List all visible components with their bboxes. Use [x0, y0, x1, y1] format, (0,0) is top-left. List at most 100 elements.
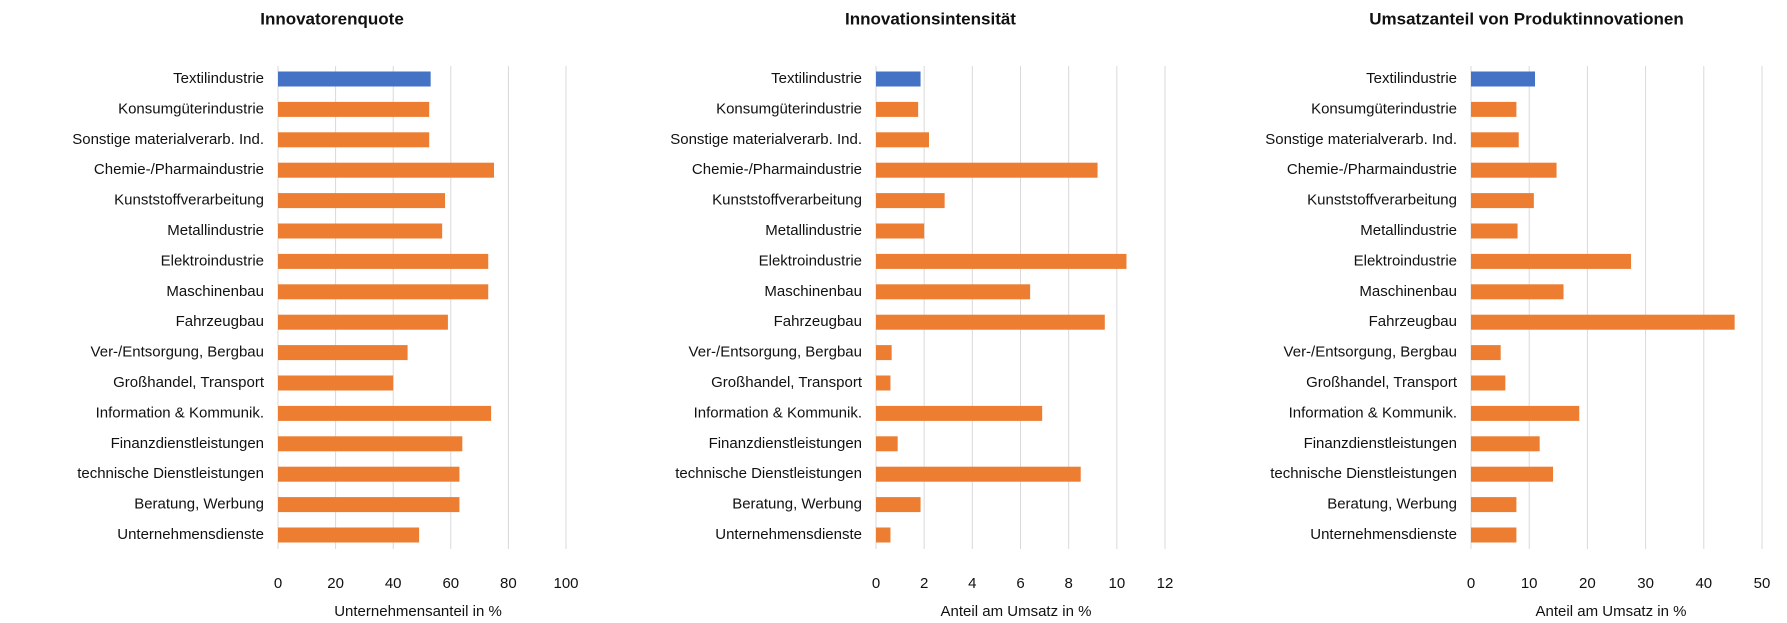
- x-tick-label: 2: [920, 575, 928, 592]
- y-tick-label: technische Dienstleistungen: [675, 465, 862, 482]
- x-tick-label: 30: [1637, 575, 1654, 592]
- y-tick-label: Maschinenbau: [1359, 283, 1457, 300]
- y-tick-label: Unternehmensdienste: [1310, 526, 1457, 543]
- bar: [1471, 314, 1735, 330]
- y-tick-label: Ver-/Entsorgung, Bergbau: [91, 344, 264, 361]
- y-tick-label: Unternehmensdienste: [117, 526, 264, 543]
- bar: [876, 132, 929, 148]
- bar: [876, 101, 919, 117]
- y-tick-label: Chemie-/Pharmaindustrie: [1287, 161, 1457, 178]
- y-tick-label: Beratung, Werbung: [1327, 496, 1457, 513]
- bar: [1471, 193, 1534, 209]
- bar: [876, 193, 945, 209]
- y-tick-label: Finanzdienstleistungen: [1304, 435, 1457, 452]
- x-tick-label: 0: [1467, 575, 1475, 592]
- bar: [1471, 436, 1540, 452]
- x-axis-label: Anteil am Umsatz in %: [941, 603, 1092, 620]
- bar: [278, 314, 448, 330]
- bar: [1471, 253, 1632, 269]
- x-axis-label: Anteil am Umsatz in %: [1536, 603, 1687, 620]
- chart-title: Umsatzanteil von Produktinnovationen: [1369, 9, 1684, 28]
- x-tick-label: 40: [385, 575, 402, 592]
- y-tick-label: Konsumgüterindustrie: [1311, 100, 1457, 117]
- y-tick-label: Textilindustrie: [1366, 70, 1457, 87]
- y-tick-label: Unternehmensdienste: [715, 526, 862, 543]
- bar: [1471, 497, 1517, 513]
- bar: [876, 405, 1043, 421]
- y-tick-label: Textilindustrie: [771, 70, 862, 87]
- y-tick-label: Großhandel, Transport: [711, 374, 863, 391]
- y-tick-label: Sonstige materialverarb. Ind.: [72, 131, 264, 148]
- y-tick-label: Beratung, Werbung: [134, 496, 264, 513]
- y-tick-label: Ver-/Entsorgung, Bergbau: [1284, 344, 1457, 361]
- bar: [278, 405, 492, 421]
- bar: [278, 466, 460, 482]
- y-tick-label: Finanzdienstleistungen: [111, 435, 264, 452]
- y-tick-label: Textilindustrie: [173, 70, 264, 87]
- bar: [278, 101, 430, 117]
- bar: [278, 71, 431, 87]
- y-tick-label: Kunststoffverarbeitung: [114, 192, 264, 209]
- bar: [278, 497, 460, 513]
- y-tick-label: Sonstige materialverarb. Ind.: [670, 131, 862, 148]
- bar: [876, 71, 921, 87]
- x-tick-label: 20: [1579, 575, 1596, 592]
- bar: [1471, 132, 1519, 148]
- y-tick-label: Maschinenbau: [166, 283, 264, 300]
- y-tick-label: Elektroindustrie: [1354, 252, 1457, 269]
- bar: [876, 497, 921, 513]
- bar: [876, 223, 925, 239]
- y-tick-label: Metallindustrie: [1360, 222, 1457, 239]
- y-tick-label: Großhandel, Transport: [113, 374, 265, 391]
- y-tick-label: Beratung, Werbung: [732, 496, 862, 513]
- bar: [1471, 284, 1564, 300]
- bar: [278, 284, 489, 300]
- bar: [876, 436, 898, 452]
- x-tick-label: 8: [1064, 575, 1072, 592]
- y-tick-label: Konsumgüterindustrie: [716, 100, 862, 117]
- x-tick-label: 0: [872, 575, 880, 592]
- bar: [1471, 101, 1517, 117]
- bar: [876, 466, 1081, 482]
- y-tick-label: Sonstige materialverarb. Ind.: [1265, 131, 1457, 148]
- bar: [1471, 71, 1536, 87]
- bar: [876, 253, 1127, 269]
- chart-title: Innovatorenquote: [260, 9, 404, 28]
- x-tick-label: 100: [553, 575, 578, 592]
- y-tick-label: Metallindustrie: [765, 222, 862, 239]
- y-tick-label: Information & Kommunik.: [96, 404, 264, 421]
- y-tick-label: Kunststoffverarbeitung: [712, 192, 862, 209]
- bar: [278, 436, 463, 452]
- x-tick-label: 6: [1016, 575, 1024, 592]
- y-tick-label: Elektroindustrie: [161, 252, 264, 269]
- y-tick-label: Information & Kommunik.: [1289, 404, 1457, 421]
- y-tick-label: Fahrzeugbau: [176, 313, 264, 330]
- x-tick-label: 40: [1695, 575, 1712, 592]
- y-tick-label: Konsumgüterindustrie: [118, 100, 264, 117]
- y-tick-label: Kunststoffverarbeitung: [1307, 192, 1457, 209]
- bar: [876, 345, 892, 361]
- y-tick-label: technische Dienstleistungen: [1270, 465, 1457, 482]
- bar: [1471, 527, 1517, 543]
- bar: [1471, 223, 1518, 239]
- bar: [278, 345, 408, 361]
- bar: [1471, 405, 1580, 421]
- chart-title: Innovationsintensität: [845, 9, 1016, 28]
- x-tick-label: 80: [500, 575, 517, 592]
- x-tick-label: 12: [1157, 575, 1174, 592]
- bar: [278, 223, 443, 239]
- bar: [278, 132, 430, 148]
- y-tick-label: Großhandel, Transport: [1306, 374, 1458, 391]
- y-tick-label: Finanzdienstleistungen: [709, 435, 862, 452]
- y-tick-label: Chemie-/Pharmaindustrie: [692, 161, 862, 178]
- y-tick-label: Chemie-/Pharmaindustrie: [94, 161, 264, 178]
- bar: [278, 375, 394, 391]
- bar: [278, 253, 489, 269]
- y-tick-label: Fahrzeugbau: [774, 313, 862, 330]
- x-tick-label: 10: [1108, 575, 1125, 592]
- x-axis-label: Unternehmensanteil in %: [334, 603, 502, 620]
- x-tick-label: 4: [968, 575, 976, 592]
- bar: [876, 314, 1105, 330]
- y-tick-label: Metallindustrie: [167, 222, 264, 239]
